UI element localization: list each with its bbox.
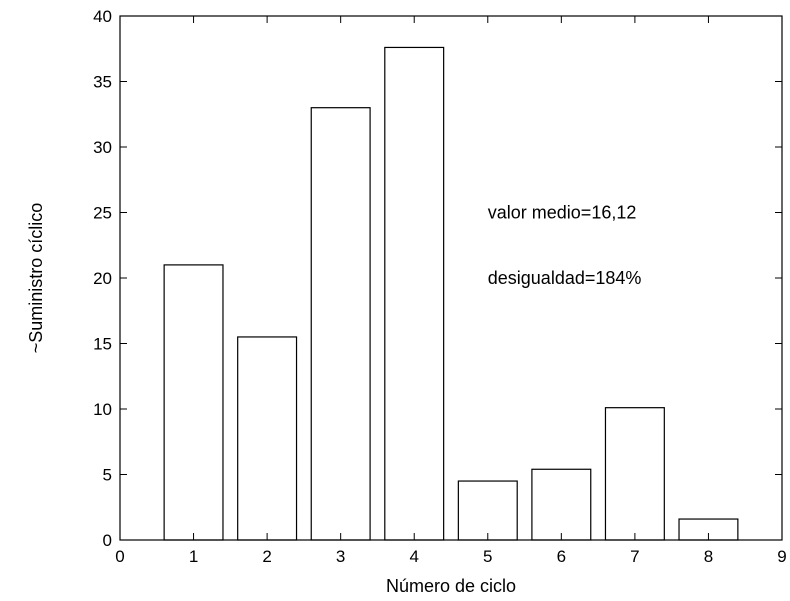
y-axis-label: ~Suministro cíclico [26,203,46,354]
y-tick-label: 30 [93,138,112,157]
x-tick-label: 6 [557,547,566,566]
y-tick-label: 10 [93,400,112,419]
bar-cycle-6 [531,468,592,541]
y-tick-label: 35 [93,73,112,92]
x-tick-label: 5 [483,547,492,566]
y-tick-label: 40 [93,7,112,26]
annotations-group: valor medio=16,12 desigualdad=184% [488,203,642,289]
bar-cycle-2 [237,336,298,541]
x-axis-label: Número de ciclo [386,576,516,596]
x-tick-label: 4 [409,547,418,566]
x-tick-label: 3 [336,547,345,566]
x-tick-label: 0 [115,547,124,566]
y-tick-label: 25 [93,204,112,223]
bar-cycle-5 [457,480,518,541]
ticks-group: 0 1 2 3 4 5 6 7 8 9 0 5 10 15 20 25 30 35 40 [93,7,787,566]
bar-cycle-4 [384,46,445,541]
bar-cycle-7 [604,407,665,541]
x-tick-label: 1 [189,547,198,566]
y-tick-label: 15 [93,335,112,354]
x-tick-label: 2 [262,547,271,566]
annotation-text: valor medio=16,12 [488,203,637,223]
bar-cycle-1 [163,264,224,541]
bars-group [163,46,739,541]
x-tick-label: 9 [777,547,786,566]
annotation-text: desigualdad=184% [488,268,642,288]
x-tick-label: 7 [630,547,639,566]
y-tick-label: 20 [93,269,112,288]
y-tick-label: 5 [103,466,112,485]
x-tick-label: 8 [704,547,713,566]
y-tick-label: 0 [103,531,112,550]
bar-cycle-3 [310,107,371,541]
